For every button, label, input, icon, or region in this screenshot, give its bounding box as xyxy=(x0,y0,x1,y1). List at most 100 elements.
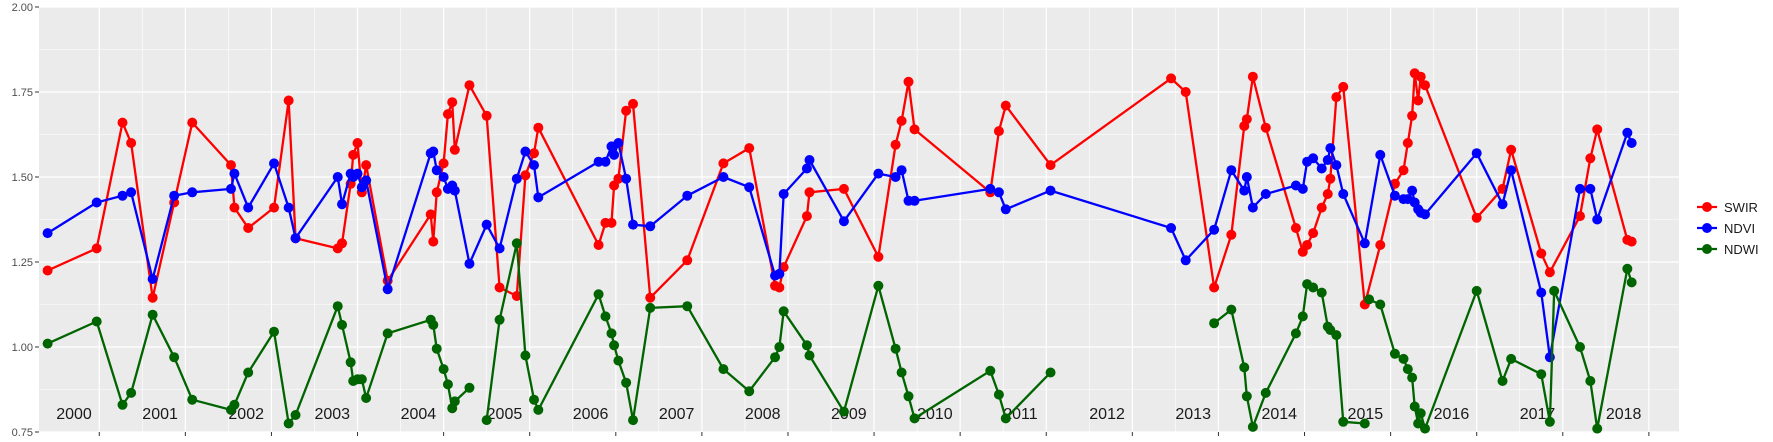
data-point xyxy=(609,149,620,160)
data-point xyxy=(744,143,755,154)
x-axis xyxy=(98,432,1650,436)
data-point xyxy=(1000,204,1011,215)
y-tick-label: 1.75 xyxy=(12,87,33,99)
data-point xyxy=(1359,238,1370,249)
series-ndvi xyxy=(42,127,1637,363)
data-point xyxy=(1471,148,1482,159)
data-point xyxy=(1536,369,1547,380)
year-label: 2000 xyxy=(56,406,92,423)
year-label: 2006 xyxy=(573,406,609,423)
data-point xyxy=(481,415,492,426)
data-point xyxy=(352,138,363,148)
data-point xyxy=(645,302,656,313)
data-point xyxy=(1471,285,1482,296)
data-point xyxy=(332,301,343,312)
legend-item-ndvi: NDVI xyxy=(1697,221,1755,236)
data-point xyxy=(645,292,656,303)
data-point xyxy=(896,165,907,176)
data-point xyxy=(428,319,439,330)
data-point xyxy=(1375,149,1386,160)
data-point xyxy=(1585,183,1596,194)
data-point xyxy=(1241,391,1252,402)
data-point xyxy=(438,364,449,375)
data-point xyxy=(1226,165,1237,176)
data-point xyxy=(269,202,280,213)
data-point xyxy=(621,377,632,388)
data-point xyxy=(225,160,236,171)
data-point xyxy=(283,202,294,213)
data-point xyxy=(1413,418,1424,429)
data-point xyxy=(1398,353,1409,364)
data-point xyxy=(449,396,460,407)
data-point xyxy=(1045,160,1056,171)
data-point xyxy=(628,98,639,109)
data-point xyxy=(804,187,815,198)
data-point xyxy=(337,238,348,249)
data-point xyxy=(774,342,785,352)
data-point xyxy=(1302,240,1313,250)
data-point xyxy=(744,386,755,397)
data-point xyxy=(520,170,531,181)
data-point xyxy=(187,187,198,198)
data-point xyxy=(1575,211,1585,222)
data-point xyxy=(529,160,540,171)
data-point xyxy=(361,393,372,403)
data-point xyxy=(187,117,198,128)
year-label: 2015 xyxy=(1348,406,1384,423)
y-axis: 0.75 1.00 1.25 1.50 1.75 2.00 xyxy=(12,2,39,439)
data-point xyxy=(645,221,656,232)
data-point xyxy=(621,105,632,116)
data-point xyxy=(873,168,884,179)
data-point xyxy=(1626,138,1637,148)
data-point xyxy=(1290,223,1301,233)
data-point xyxy=(593,156,604,167)
data-point xyxy=(361,160,372,171)
data-point xyxy=(600,311,611,322)
data-point xyxy=(438,158,449,169)
data-point xyxy=(147,309,158,320)
data-point xyxy=(529,148,540,159)
data-point xyxy=(290,233,301,244)
year-label: 2011 xyxy=(1003,406,1038,423)
data-point xyxy=(169,190,180,201)
data-point xyxy=(621,173,632,184)
data-point xyxy=(628,415,639,426)
data-point xyxy=(169,352,180,363)
data-point xyxy=(1325,173,1336,184)
legend-item-swir: SWIR xyxy=(1697,200,1758,215)
data-point xyxy=(909,413,920,424)
data-point xyxy=(801,340,812,351)
data-point xyxy=(628,219,639,230)
legend-key-point xyxy=(1702,223,1712,233)
year-label: 2001 xyxy=(142,406,178,423)
data-point xyxy=(1045,185,1056,196)
data-point xyxy=(438,172,449,182)
data-point xyxy=(1585,376,1596,386)
data-point xyxy=(447,97,458,108)
data-point xyxy=(1420,80,1431,91)
data-point xyxy=(801,163,812,174)
data-point xyxy=(1247,202,1258,213)
data-point xyxy=(1239,362,1250,373)
data-point xyxy=(117,399,128,410)
data-point xyxy=(1549,285,1560,296)
data-point xyxy=(442,109,453,120)
year-label: 2009 xyxy=(831,406,867,423)
year-label: 2008 xyxy=(745,406,781,423)
data-point xyxy=(1241,114,1252,125)
data-point xyxy=(1359,418,1370,429)
data-point xyxy=(1338,81,1349,92)
data-point xyxy=(1497,199,1508,210)
data-point xyxy=(873,251,884,262)
data-point xyxy=(1364,294,1375,305)
data-point xyxy=(229,168,240,179)
data-point xyxy=(1420,423,1431,434)
data-point xyxy=(91,243,102,254)
data-point xyxy=(613,173,624,184)
data-point xyxy=(511,291,522,301)
data-point xyxy=(425,209,436,220)
data-point xyxy=(682,301,693,312)
data-point xyxy=(337,199,348,210)
